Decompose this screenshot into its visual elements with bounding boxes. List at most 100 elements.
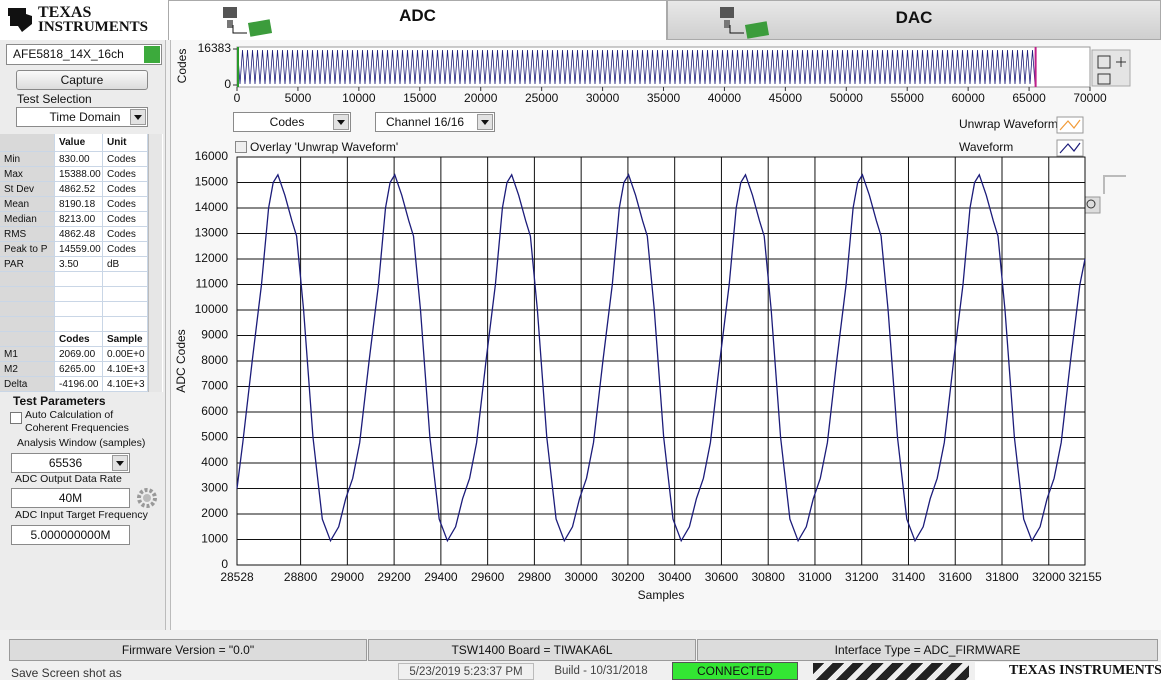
table-header [0, 332, 55, 347]
input-field[interactable]: 40M [11, 488, 130, 508]
tab-icon [720, 7, 770, 39]
table-cell: Codes [103, 197, 148, 212]
table-cell: Codes [103, 182, 148, 197]
label: Analysis Window (samples) [17, 437, 146, 449]
table-header: Sample [103, 332, 148, 347]
timestamp: 5/23/2019 5:23:37 PM [398, 663, 534, 680]
table-cell: 0.00E+0 [103, 347, 148, 362]
table-header [0, 134, 55, 152]
table-cell [55, 287, 103, 302]
table-cell: Codes [103, 152, 148, 167]
tab[interactable]: ADC [168, 0, 667, 40]
select-text: AFE5818_14X_16ch [13, 47, 124, 61]
label: Overlay 'Unwrap Waveform' [250, 140, 399, 154]
connection-indicator: CONNECTED [672, 662, 798, 680]
settings-icon[interactable] [136, 487, 158, 509]
device-select[interactable]: AFE5818_14X_16ch [6, 44, 162, 65]
table-cell: 14559.00 [55, 242, 103, 257]
unit-select[interactable]: Codes [233, 112, 351, 132]
label: Test Selection [17, 92, 92, 106]
table-cell [0, 317, 55, 332]
table-cell: Mean [0, 197, 55, 212]
table-cell: Peak to P [0, 242, 55, 257]
label: ADC Output Data Rate [15, 473, 122, 485]
checkbox[interactable] [10, 412, 22, 424]
build-label: Build - 10/31/2018 [554, 665, 648, 677]
table-cell [55, 272, 103, 287]
table-cell: PAR [0, 257, 55, 272]
table-cell: dB [103, 257, 148, 272]
table-cell [103, 302, 148, 317]
table-cell: 4862.52 [55, 182, 103, 197]
status-field: Interface Type = ADC_FIRMWARE [697, 639, 1158, 661]
select-text: Codes [269, 115, 305, 129]
table-cell: 8213.00 [55, 212, 103, 227]
logo-area: TEXAS INSTRUMENTS [0, 0, 168, 40]
table-cell: Codes [103, 227, 148, 242]
scrollbar[interactable] [148, 134, 162, 392]
label: Coherent Frequencies [25, 422, 129, 434]
stats-table: Value Unit Min 830.00 Codes Max 15388.00 Codes S… [0, 134, 163, 392]
table-cell: Max [0, 167, 55, 182]
table-header: Codes [55, 332, 103, 347]
tab[interactable]: DAC [667, 0, 1161, 40]
test-select[interactable]: Time Domain [16, 107, 148, 127]
logo-text: TEXAS [38, 4, 92, 21]
table-cell: RMS [0, 227, 55, 242]
status-field: Firmware Version = "0.0" [9, 639, 367, 661]
table-cell: 3.50 [55, 257, 103, 272]
tab-label: ADC [399, 6, 436, 25]
table-cell: M2 [0, 362, 55, 377]
table-cell: Codes [103, 242, 148, 257]
select-text: 65536 [48, 456, 83, 470]
table-cell [103, 272, 148, 287]
table-cell [0, 272, 55, 287]
table-cell: -4196.00 [55, 377, 103, 392]
tab-label: DAC [895, 8, 933, 27]
dropdown-arrow[interactable] [477, 114, 493, 130]
table-cell: 4.10E+3 [103, 362, 148, 377]
table-cell: St Dev [0, 182, 55, 197]
table-cell [55, 317, 103, 332]
window-select[interactable]: 65536 [11, 453, 130, 473]
table-cell: Median [0, 212, 55, 227]
table-cell: M1 [0, 347, 55, 362]
dropdown-arrow[interactable] [112, 455, 128, 471]
dropdown-arrow[interactable] [130, 109, 146, 125]
ti-logo-icon [8, 8, 32, 32]
channel-select[interactable]: Channel 16/16 [375, 112, 495, 132]
label: ADC Input Target Frequency [15, 509, 148, 521]
table-cell: 4862.48 [55, 227, 103, 242]
table-cell: 4.10E+3 [103, 377, 148, 392]
table-cell [0, 302, 55, 317]
table-cell: Min [0, 152, 55, 167]
status-field: TSW1400 Board = TIWAKA6L [368, 639, 696, 661]
table-cell [0, 287, 55, 302]
section-title: Test Parameters [13, 394, 106, 408]
table-cell: 2069.00 [55, 347, 103, 362]
footer-logo: TEXAS INSTRUMENTS [975, 662, 1161, 680]
label: Save Screen shot as [11, 666, 122, 680]
table-cell: 8190.18 [55, 197, 103, 212]
table-header: Value [55, 134, 103, 152]
tab-icon [223, 7, 273, 37]
logo-text: INSTRUMENTS [38, 19, 149, 35]
table-header: Unit [103, 134, 148, 152]
dropdown-arrow[interactable] [333, 114, 349, 130]
table-cell: 830.00 [55, 152, 103, 167]
table-cell: Delta [0, 377, 55, 392]
capture-button[interactable]: Capture [16, 70, 148, 90]
input-field[interactable]: 5.000000000M [11, 525, 130, 545]
table-cell: 15388.00 [55, 167, 103, 182]
table-cell [103, 287, 148, 302]
select-text: Channel 16/16 [386, 115, 465, 129]
checkbox[interactable] [235, 141, 247, 153]
load-button[interactable] [144, 46, 160, 63]
table-cell [103, 317, 148, 332]
table-cell: Codes [103, 167, 148, 182]
label: Auto Calculation of [25, 409, 114, 421]
progress-bar [813, 663, 969, 680]
table-cell: 6265.00 [55, 362, 103, 377]
table-cell: Codes [103, 212, 148, 227]
